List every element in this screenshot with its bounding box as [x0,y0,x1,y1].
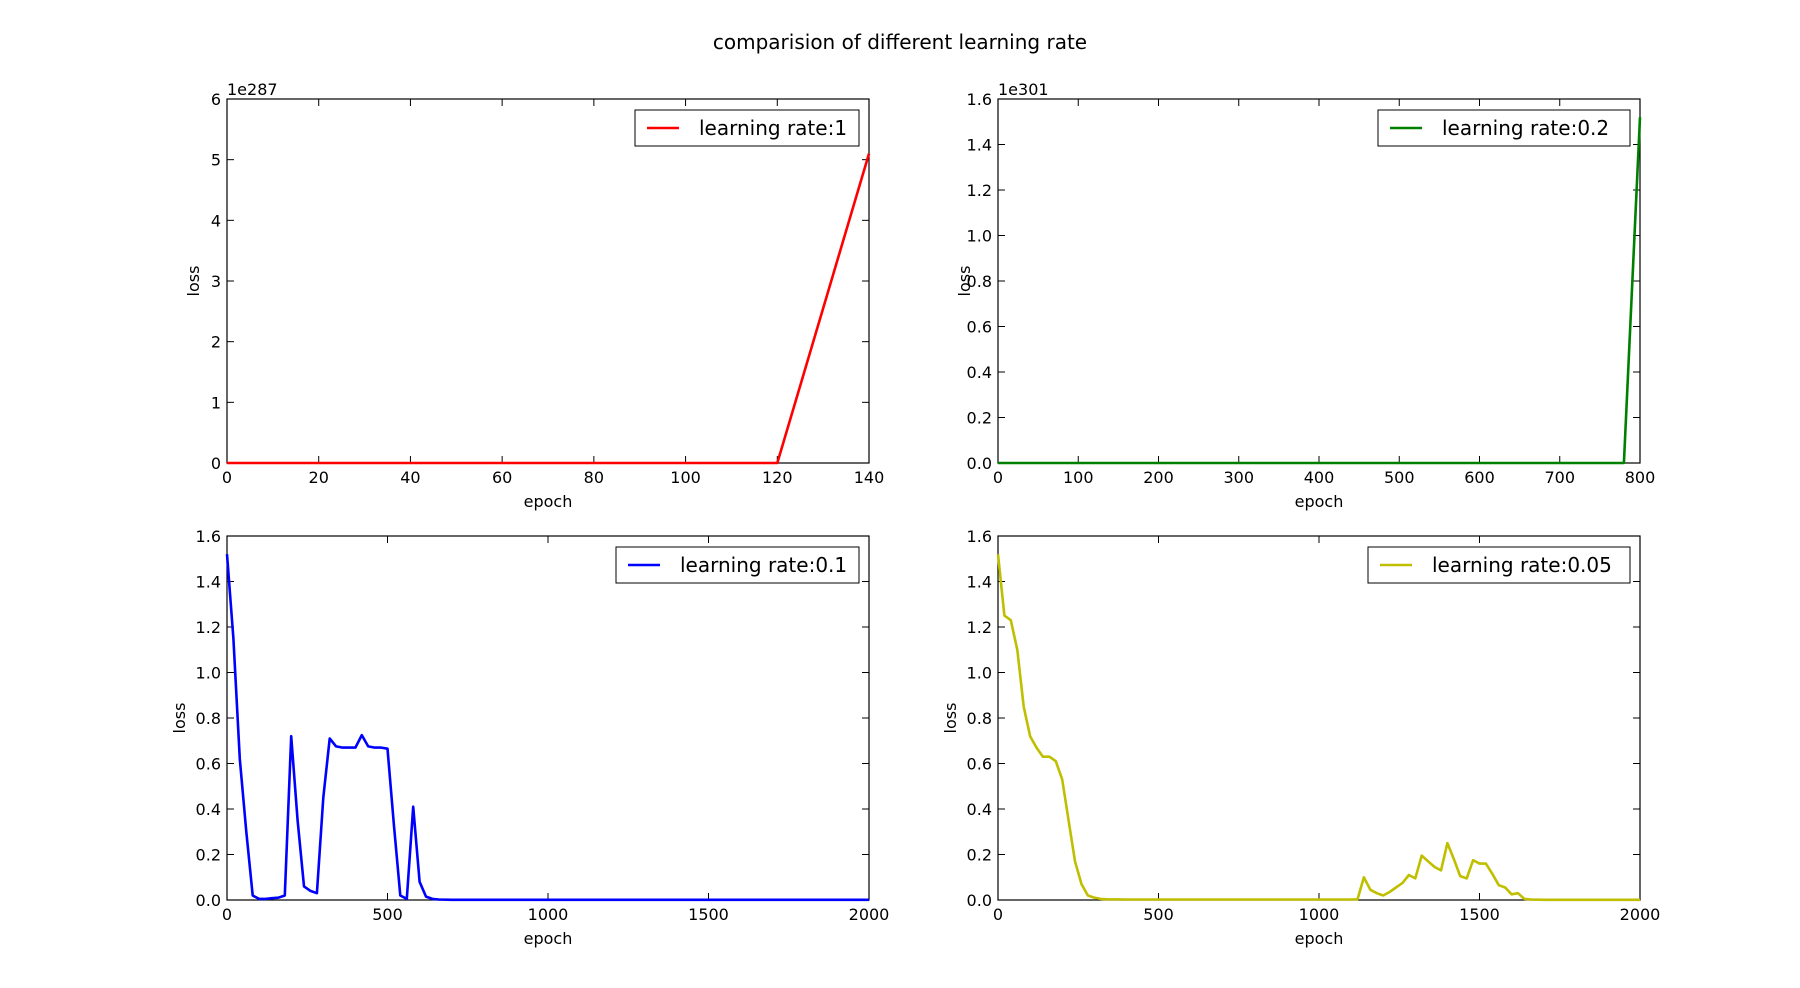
y-tick-label: 0.0 [967,891,992,910]
y-tick-label: 0.4 [967,800,992,819]
x-tick-label: 60 [492,468,512,487]
axis-offset-text: 1e287 [227,80,278,99]
y-tick-label: 0.4 [967,363,992,382]
x-tick-label: 80 [584,468,604,487]
x-tick-label: 800 [1625,468,1656,487]
axes-frame [226,535,870,901]
y-axis-label: loss [184,266,203,297]
y-tick-label: 0.8 [967,709,992,728]
y-tick-label: 0.6 [967,755,992,774]
x-tick-label: 0 [993,468,1003,487]
legend-label: learning rate:0.05 [1432,553,1612,577]
x-axis-label: epoch [524,492,573,511]
x-tick-label: 100 [1063,468,1094,487]
y-tick-label: 1.4 [967,136,992,155]
x-tick-label: 500 [372,905,403,924]
legend-label: learning rate:0.2 [1442,116,1609,140]
x-axis-label: epoch [524,929,573,948]
y-tick-label: 4 [211,211,221,230]
y-tick-label: 0.0 [196,891,221,910]
x-tick-label: 200 [1143,468,1174,487]
x-tick-label: 1000 [1299,905,1340,924]
x-tick-label: 2000 [1620,905,1661,924]
y-axis-label: loss [955,266,974,297]
x-axis-label: epoch [1295,929,1344,948]
axes-frame [997,535,1641,901]
legend-label: learning rate:1 [699,116,847,140]
y-tick-label: 1.4 [196,573,221,592]
legend-label: learning rate:0.1 [680,553,847,577]
series-line [996,554,1640,902]
series-line [227,153,871,465]
y-tick-label: 1.2 [196,618,221,637]
y-tick-label: 5 [211,151,221,170]
y-tick-label: 1.0 [967,227,992,246]
y-tick-label: 0.0 [967,454,992,473]
x-tick-label: 1500 [1459,905,1500,924]
y-tick-label: 0 [211,454,221,473]
series-line [225,554,869,902]
y-tick-label: 6 [211,90,221,109]
x-tick-label: 40 [400,468,420,487]
y-tick-label: 0.2 [196,846,221,865]
y-tick-label: 3 [211,272,221,291]
y-tick-label: 1.4 [967,573,992,592]
x-tick-label: 0 [222,905,232,924]
x-tick-label: 0 [222,468,232,487]
x-tick-label: 1000 [528,905,569,924]
x-tick-label: 100 [670,468,701,487]
x-tick-label: 20 [309,468,329,487]
x-tick-label: 120 [762,468,793,487]
y-axis-label: loss [941,703,960,734]
y-tick-label: 1.6 [967,90,992,109]
y-tick-label: 2 [211,333,221,352]
y-tick-label: 0.8 [196,709,221,728]
x-tick-label: 400 [1304,468,1335,487]
x-tick-label: 700 [1544,468,1575,487]
x-tick-label: 2000 [849,905,890,924]
y-axis-label: loss [170,703,189,734]
x-tick-label: 500 [1384,468,1415,487]
y-tick-label: 0.6 [196,755,221,774]
x-tick-label: 0 [993,905,1003,924]
y-tick-label: 1.2 [967,181,992,200]
x-tick-label: 600 [1464,468,1495,487]
y-tick-label: 1.0 [196,664,221,683]
y-tick-label: 1 [211,393,221,412]
y-tick-label: 0.6 [967,318,992,337]
y-tick-label: 0.8 [967,272,992,291]
x-tick-label: 500 [1143,905,1174,924]
x-tick-label: 1500 [688,905,729,924]
series-line [998,117,1642,465]
y-tick-label: 1.6 [967,527,992,546]
y-tick-label: 0.2 [967,846,992,865]
y-tick-label: 0.2 [967,409,992,428]
y-tick-label: 1.0 [967,664,992,683]
y-tick-label: 1.2 [967,618,992,637]
y-tick-label: 1.6 [196,527,221,546]
x-tick-label: 140 [854,468,885,487]
axes-frame [226,98,870,464]
figure-title: comparision of different learning rate [712,30,1088,54]
x-tick-label: 300 [1223,468,1254,487]
y-tick-label: 0.4 [196,800,221,819]
axis-offset-text: 1e301 [998,80,1049,99]
x-axis-label: epoch [1295,492,1344,511]
